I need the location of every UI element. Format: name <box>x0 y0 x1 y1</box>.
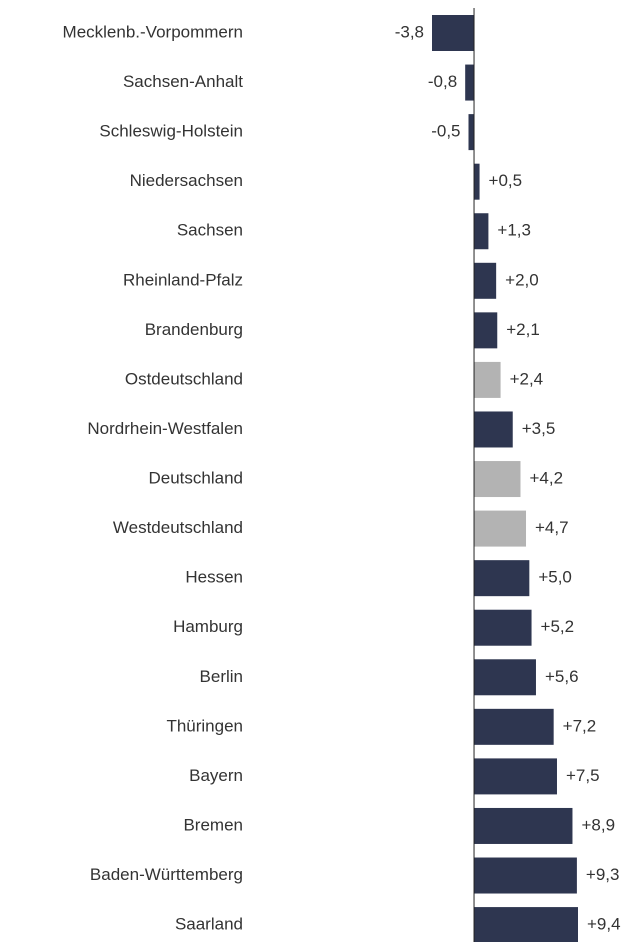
bar <box>468 114 475 151</box>
value-label: +5,2 <box>541 617 575 636</box>
category-label: Baden-Württemberg <box>90 865 243 884</box>
bar <box>474 708 554 745</box>
bar <box>474 262 497 299</box>
category-label: Bayern <box>189 766 243 785</box>
value-label: +2,1 <box>506 320 540 339</box>
value-label: +9,4 <box>587 915 621 934</box>
value-label: +5,0 <box>538 568 572 587</box>
value-label: +8,9 <box>581 815 615 834</box>
category-label: Thüringen <box>166 716 243 735</box>
category-label: Hamburg <box>173 617 243 636</box>
value-label: +4,7 <box>535 518 569 537</box>
bar <box>474 461 521 498</box>
category-label: Mecklenb.-Vorpommern <box>63 22 243 41</box>
bar <box>474 560 530 597</box>
category-label: Saarland <box>175 915 243 934</box>
value-label: -0,5 <box>431 122 460 141</box>
category-label: Sachsen <box>177 221 243 240</box>
category-label: Hessen <box>185 568 243 587</box>
category-label: Schleswig-Holstein <box>99 122 243 141</box>
category-label: Nordrhein-Westfalen <box>87 419 243 438</box>
value-label: +1,3 <box>497 221 531 240</box>
value-label: +0,5 <box>489 171 523 190</box>
bar <box>474 163 480 200</box>
bar <box>474 807 573 844</box>
value-label: +2,0 <box>505 270 539 289</box>
category-label: Brandenburg <box>145 320 243 339</box>
bar <box>474 758 557 795</box>
value-label: +5,6 <box>545 667 579 686</box>
category-label: Deutschland <box>148 469 243 488</box>
value-label: +9,3 <box>586 865 620 884</box>
value-label: +3,5 <box>522 419 556 438</box>
bar <box>432 15 475 51</box>
bar <box>474 857 577 894</box>
bar <box>474 659 536 696</box>
category-label: Sachsen-Anhalt <box>123 72 243 91</box>
value-label: +4,2 <box>529 469 563 488</box>
value-label: -0,8 <box>428 72 457 91</box>
bar <box>474 510 527 547</box>
category-label: Rheinland-Pfalz <box>123 270 243 289</box>
bar <box>474 907 578 942</box>
category-label: Berlin <box>200 667 243 686</box>
bar <box>465 64 475 101</box>
value-label: -3,8 <box>395 22 424 41</box>
bar <box>474 213 489 250</box>
category-label: Bremen <box>183 815 243 834</box>
bar <box>474 361 501 398</box>
value-label: +7,2 <box>563 716 597 735</box>
category-label: Westdeutschland <box>113 518 243 537</box>
bar <box>474 411 513 448</box>
bar <box>474 312 498 349</box>
value-label: +7,5 <box>566 766 600 785</box>
value-label: +2,4 <box>510 369 544 388</box>
category-label: Niedersachsen <box>130 171 243 190</box>
bar <box>474 609 532 646</box>
category-label: Ostdeutschland <box>125 369 243 388</box>
